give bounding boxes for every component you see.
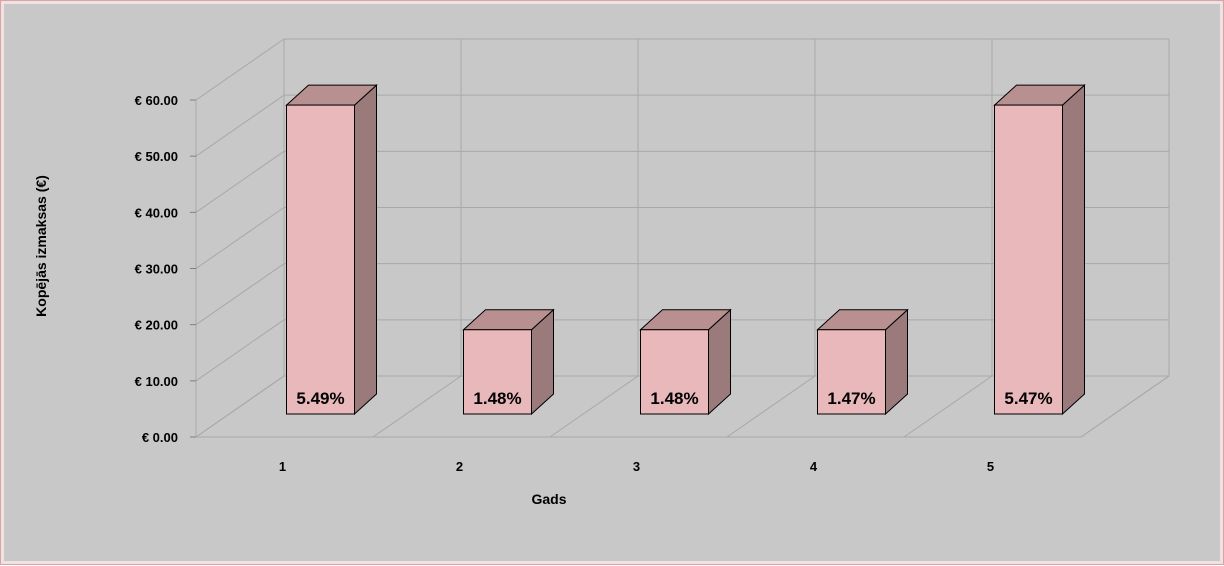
x-axis-title: Gads xyxy=(531,491,566,507)
floor-right-edge xyxy=(1080,375,1170,438)
bar-data-label: 5.49% xyxy=(296,389,344,408)
x-tick-label: 4 xyxy=(810,459,818,474)
side-gridline xyxy=(195,38,285,101)
bar-front-face xyxy=(286,104,355,415)
bar-side-face xyxy=(1062,83,1085,416)
x-tick-label: 1 xyxy=(279,459,286,474)
bar-front-face xyxy=(817,329,886,415)
y-tick-label: € 50.00 xyxy=(135,149,178,164)
floor-gridline xyxy=(195,375,285,438)
side-gridline xyxy=(195,319,285,382)
y-tick-label: € 20.00 xyxy=(135,318,178,333)
floor-gridline xyxy=(372,375,462,438)
bar-front-face xyxy=(463,329,532,415)
y-axis-title: Kopējās izmaksas (€) xyxy=(33,175,49,317)
x-tick-label: 2 xyxy=(456,459,463,474)
y-tick-label: € 10.00 xyxy=(135,374,178,389)
side-gridline xyxy=(195,150,285,213)
bar-front-face xyxy=(994,104,1063,415)
bar-data-label: 1.48% xyxy=(473,389,521,408)
side-gridline xyxy=(195,263,285,326)
bar: 1.47% xyxy=(816,308,909,416)
bar-data-label: 1.48% xyxy=(650,389,698,408)
floor-gridline xyxy=(549,375,639,438)
y-tick-label: € 30.00 xyxy=(135,262,178,277)
y-tick-label: € 40.00 xyxy=(135,205,178,220)
y-tick-label: € 60.00 xyxy=(135,93,178,108)
floor-gridline xyxy=(726,375,816,438)
bar: 5.49% xyxy=(285,83,378,416)
bar-data-label: 5.47% xyxy=(1004,389,1052,408)
bar-data-label: 1.47% xyxy=(827,389,875,408)
x-tick-label: 3 xyxy=(633,459,640,474)
side-gridline xyxy=(195,94,285,157)
bar-side-face xyxy=(354,83,377,416)
bar-front-face xyxy=(640,329,709,415)
bar: 1.48% xyxy=(462,308,555,416)
y-tick-label: € 0.00 xyxy=(142,430,178,445)
x-tick-label: 5 xyxy=(987,459,994,474)
bar: 5.47% xyxy=(993,83,1086,416)
floor-gridline xyxy=(903,375,993,438)
bar: 1.48% xyxy=(639,308,732,416)
side-gridline xyxy=(195,207,285,269)
